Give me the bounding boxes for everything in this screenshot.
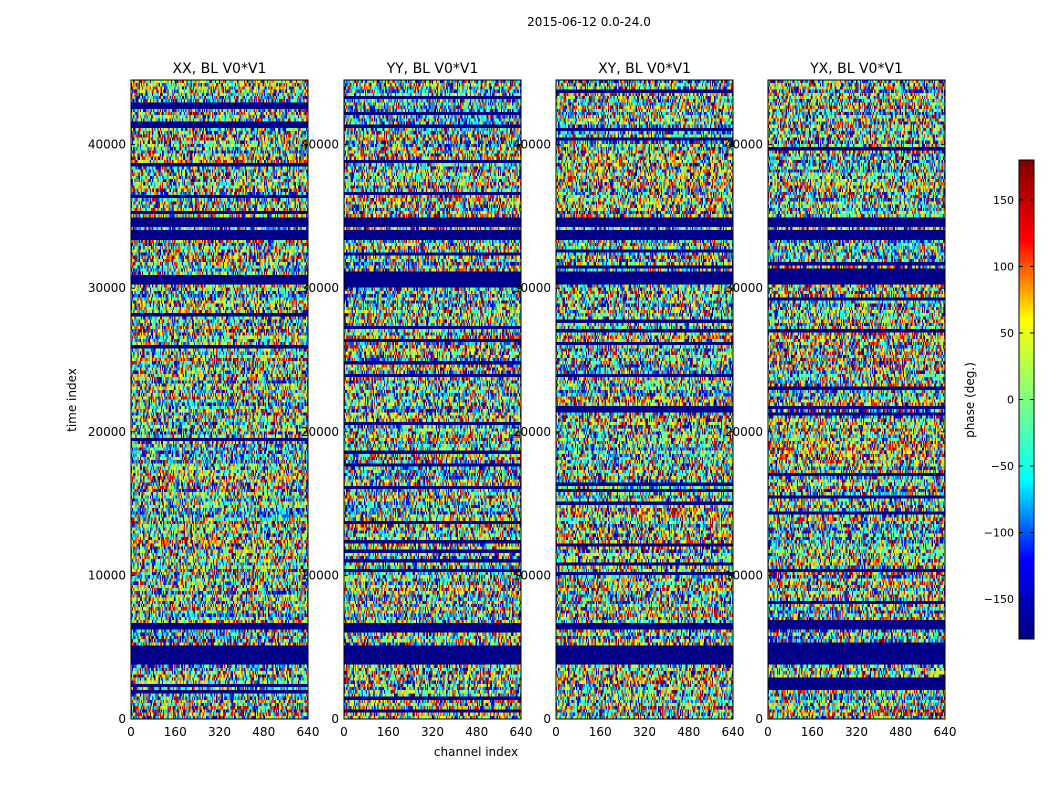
y-tick-label: 20000 xyxy=(301,425,339,439)
y-axis-label: time index xyxy=(65,368,79,432)
x-tick-label: 160 xyxy=(164,725,187,739)
x-tick-label: 640 xyxy=(934,725,957,739)
heatmap-image xyxy=(131,80,308,719)
y-tick-label: 20000 xyxy=(725,425,763,439)
y-tick-label: 0 xyxy=(331,712,339,726)
colorbar-tick-label: −50 xyxy=(991,460,1014,473)
y-tick-label: 0 xyxy=(543,712,551,726)
x-tick-label: 640 xyxy=(510,725,533,739)
y-tick-label: 20000 xyxy=(88,425,126,439)
y-tick-label: 0 xyxy=(118,712,126,726)
colorbar-tick-label: 50 xyxy=(1000,327,1014,340)
colorbar-tick-label: −150 xyxy=(984,593,1014,606)
heatmap-image xyxy=(768,80,945,719)
x-tick-label: 320 xyxy=(208,725,231,739)
x-tick-label: 640 xyxy=(722,725,745,739)
heatmap-image xyxy=(344,80,521,719)
y-tick-label: 30000 xyxy=(88,281,126,295)
panel-1: XX, BL V0*V1 0 160 320 480 640 0 10000 20000 3000… xyxy=(88,61,320,739)
x-tick-label: 320 xyxy=(421,725,444,739)
x-tick-label: 480 xyxy=(465,725,488,739)
y-tick-label: 20000 xyxy=(513,425,551,439)
y-tick-label: 40000 xyxy=(88,138,126,152)
y-tick-label: 30000 xyxy=(513,281,551,295)
panel-title: XY, BL V0*V1 xyxy=(598,61,691,77)
y-tick-label: 40000 xyxy=(301,138,339,152)
x-tick-label: 640 xyxy=(297,725,320,739)
panel-2: YY, BL V0*V1 0 160 320 480 640 0 10000 20000 3000… xyxy=(301,61,533,739)
colorbar-tick-label: 150 xyxy=(993,194,1014,207)
x-tick-label: 160 xyxy=(801,725,824,739)
panels: XX, BL V0*V1 0 160 320 480 640 0 10000 20000 3000… xyxy=(88,61,957,739)
heatmap-image xyxy=(556,80,733,719)
x-tick-label: 480 xyxy=(252,725,275,739)
panel-3: XY, BL V0*V1 0 160 320 480 640 0 10000 20000 3000… xyxy=(513,61,745,739)
colorbar-label: phase (deg.) xyxy=(963,362,977,438)
y-tick-label: 0 xyxy=(755,712,763,726)
y-tick-label: 10000 xyxy=(301,568,339,582)
colorbar-tick-label: 100 xyxy=(993,260,1014,273)
x-tick-label: 0 xyxy=(340,725,348,739)
x-tick-label: 320 xyxy=(633,725,656,739)
x-tick-label: 0 xyxy=(127,725,135,739)
y-tick-label: 40000 xyxy=(725,138,763,152)
y-tick-label: 10000 xyxy=(88,568,126,582)
y-tick-label: 40000 xyxy=(513,138,551,152)
y-tick-label: 30000 xyxy=(301,281,339,295)
panel-4: YX, BL V0*V1 0 160 320 480 640 0 10000 20000 3000… xyxy=(725,61,957,739)
colorbar-tick-label: 0 xyxy=(1007,394,1014,407)
suptitle: 2015-06-12 0.0-24.0 xyxy=(527,15,651,29)
y-tick-label: 10000 xyxy=(725,568,763,582)
y-tick-label: 10000 xyxy=(513,568,551,582)
colorbar-tick-label: −100 xyxy=(984,527,1014,540)
x-tick-label: 320 xyxy=(845,725,868,739)
colorbar: −150 −100 −50 0 50 100 150 xyxy=(984,159,1035,640)
panel-title: XX, BL V0*V1 xyxy=(173,61,267,77)
panel-title: YY, BL V0*V1 xyxy=(386,61,479,77)
x-tick-label: 0 xyxy=(552,725,560,739)
x-tick-label: 0 xyxy=(764,725,772,739)
x-axis-label: channel index xyxy=(434,745,518,759)
x-tick-label: 160 xyxy=(589,725,612,739)
x-tick-label: 480 xyxy=(677,725,700,739)
panel-title: YX, BL V0*V1 xyxy=(809,61,903,77)
x-tick-label: 160 xyxy=(377,725,400,739)
y-tick-label: 30000 xyxy=(725,281,763,295)
x-tick-label: 480 xyxy=(889,725,912,739)
